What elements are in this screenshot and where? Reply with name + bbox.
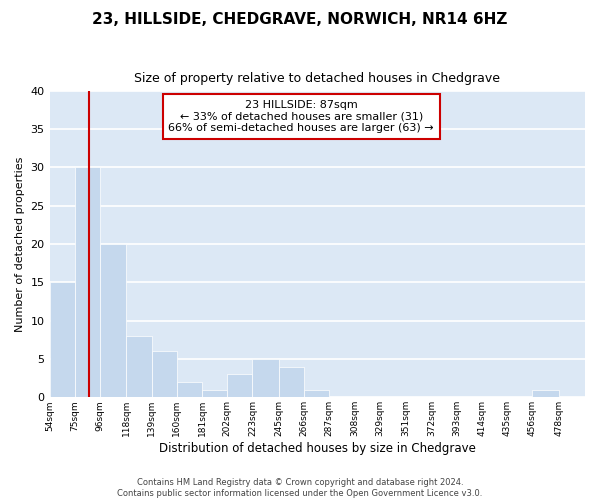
Bar bbox=[253, 359, 279, 398]
Text: 23, HILLSIDE, CHEDGRAVE, NORWICH, NR14 6HZ: 23, HILLSIDE, CHEDGRAVE, NORWICH, NR14 6… bbox=[92, 12, 508, 28]
Bar bbox=[279, 366, 304, 398]
Bar bbox=[227, 374, 253, 398]
Bar bbox=[304, 390, 329, 398]
X-axis label: Distribution of detached houses by size in Chedgrave: Distribution of detached houses by size … bbox=[159, 442, 476, 455]
Bar bbox=[202, 390, 227, 398]
Bar bbox=[127, 336, 152, 398]
Bar bbox=[177, 382, 202, 398]
Bar bbox=[50, 282, 75, 398]
Text: 23 HILLSIDE: 87sqm
← 33% of detached houses are smaller (31)
66% of semi-detache: 23 HILLSIDE: 87sqm ← 33% of detached hou… bbox=[169, 100, 434, 133]
Bar bbox=[152, 352, 177, 398]
Text: Contains HM Land Registry data © Crown copyright and database right 2024.
Contai: Contains HM Land Registry data © Crown c… bbox=[118, 478, 482, 498]
Y-axis label: Number of detached properties: Number of detached properties bbox=[15, 156, 25, 332]
Title: Size of property relative to detached houses in Chedgrave: Size of property relative to detached ho… bbox=[134, 72, 500, 86]
Bar bbox=[532, 390, 559, 398]
Bar bbox=[100, 244, 127, 398]
Bar bbox=[75, 168, 100, 398]
